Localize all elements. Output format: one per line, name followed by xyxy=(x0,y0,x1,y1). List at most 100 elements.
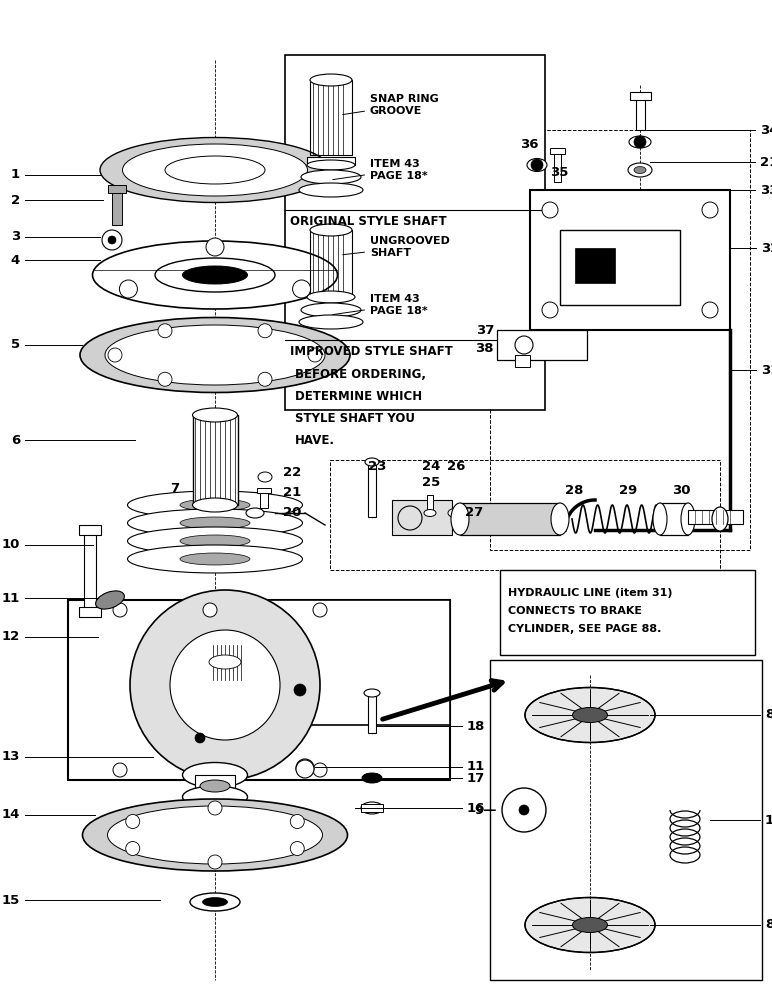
Bar xyxy=(193,415,238,505)
Text: 21: 21 xyxy=(283,486,301,498)
Bar xyxy=(530,190,730,330)
Bar xyxy=(84,530,96,610)
FancyBboxPatch shape xyxy=(250,600,450,725)
FancyBboxPatch shape xyxy=(560,230,680,305)
Bar xyxy=(310,230,352,295)
Bar xyxy=(310,80,352,155)
Bar xyxy=(636,95,645,130)
Text: 24: 24 xyxy=(422,460,440,473)
Text: 37: 37 xyxy=(476,324,494,336)
Ellipse shape xyxy=(712,507,728,531)
Text: 21: 21 xyxy=(760,155,772,168)
Bar xyxy=(79,525,101,535)
Ellipse shape xyxy=(310,74,352,86)
Text: STYLE SHAFT YOU: STYLE SHAFT YOU xyxy=(295,412,415,425)
Ellipse shape xyxy=(107,806,323,864)
Circle shape xyxy=(290,842,304,856)
Text: 38: 38 xyxy=(476,342,494,355)
Ellipse shape xyxy=(365,458,379,466)
Bar xyxy=(630,92,651,100)
Bar xyxy=(554,152,561,182)
Text: 9—: 9— xyxy=(475,804,497,816)
Circle shape xyxy=(702,302,718,318)
Ellipse shape xyxy=(573,708,608,722)
Text: IMPROVED STYLE SHAFT: IMPROVED STYLE SHAFT xyxy=(290,345,452,358)
Text: 10: 10 xyxy=(2,538,20,552)
Bar xyxy=(660,503,688,535)
Circle shape xyxy=(290,814,304,828)
Text: 17: 17 xyxy=(467,772,486,784)
Ellipse shape xyxy=(192,498,238,512)
Ellipse shape xyxy=(525,898,655,952)
Text: 23: 23 xyxy=(368,460,386,473)
Bar xyxy=(257,488,271,493)
Bar xyxy=(361,804,383,812)
Text: 29: 29 xyxy=(619,484,637,496)
Ellipse shape xyxy=(83,799,347,871)
Circle shape xyxy=(120,280,137,298)
Text: 30: 30 xyxy=(672,484,690,496)
Ellipse shape xyxy=(165,156,265,184)
Text: 28: 28 xyxy=(565,484,584,496)
Ellipse shape xyxy=(127,509,303,537)
Text: 1: 1 xyxy=(11,168,20,182)
Ellipse shape xyxy=(192,408,238,422)
Bar xyxy=(368,695,376,733)
Bar xyxy=(368,462,376,517)
Circle shape xyxy=(170,630,280,740)
Ellipse shape xyxy=(209,655,241,669)
Text: 3: 3 xyxy=(11,231,20,243)
Text: 26: 26 xyxy=(447,460,466,473)
Circle shape xyxy=(313,603,327,617)
Bar xyxy=(515,355,530,367)
Bar xyxy=(688,510,743,524)
Ellipse shape xyxy=(200,780,230,792)
Text: 5: 5 xyxy=(11,338,20,352)
Ellipse shape xyxy=(246,508,264,518)
Ellipse shape xyxy=(127,545,303,573)
Circle shape xyxy=(130,590,320,780)
Circle shape xyxy=(158,372,172,386)
Circle shape xyxy=(102,230,122,250)
Text: UNGROOVED
SHAFT: UNGROOVED SHAFT xyxy=(343,236,450,258)
Ellipse shape xyxy=(653,503,667,535)
Text: CYLINDER, SEE PAGE 88.: CYLINDER, SEE PAGE 88. xyxy=(508,624,662,634)
Ellipse shape xyxy=(629,136,651,148)
Ellipse shape xyxy=(180,517,250,529)
Text: 4: 4 xyxy=(11,253,20,266)
Text: 7: 7 xyxy=(170,482,179,494)
Text: ITEM 43
PAGE 18*: ITEM 43 PAGE 18* xyxy=(333,294,428,316)
Ellipse shape xyxy=(424,510,436,516)
Bar xyxy=(500,570,755,655)
Text: 13: 13 xyxy=(2,750,20,764)
Bar xyxy=(460,503,560,535)
Ellipse shape xyxy=(307,160,355,170)
Text: 34: 34 xyxy=(760,123,772,136)
Text: BEFORE ORDERING,: BEFORE ORDERING, xyxy=(295,368,426,381)
Ellipse shape xyxy=(190,893,240,911)
Ellipse shape xyxy=(299,315,363,329)
Text: 2: 2 xyxy=(11,194,20,207)
FancyBboxPatch shape xyxy=(392,500,452,535)
Ellipse shape xyxy=(105,325,325,385)
Circle shape xyxy=(296,759,314,777)
Bar xyxy=(575,248,615,283)
Text: 36: 36 xyxy=(520,138,539,151)
Text: SNAP RING
GROOVE: SNAP RING GROOVE xyxy=(343,94,438,116)
Bar xyxy=(550,148,565,154)
Circle shape xyxy=(208,855,222,869)
Ellipse shape xyxy=(202,898,228,906)
Text: 14: 14 xyxy=(2,808,20,822)
Ellipse shape xyxy=(182,762,248,788)
Ellipse shape xyxy=(681,503,695,535)
Ellipse shape xyxy=(180,553,250,565)
Text: 8: 8 xyxy=(765,708,772,722)
Circle shape xyxy=(158,324,172,338)
Ellipse shape xyxy=(551,503,569,535)
Circle shape xyxy=(702,202,718,218)
Ellipse shape xyxy=(573,918,608,932)
Bar xyxy=(260,490,268,508)
Circle shape xyxy=(113,603,127,617)
Ellipse shape xyxy=(100,137,330,202)
Bar xyxy=(195,775,235,797)
